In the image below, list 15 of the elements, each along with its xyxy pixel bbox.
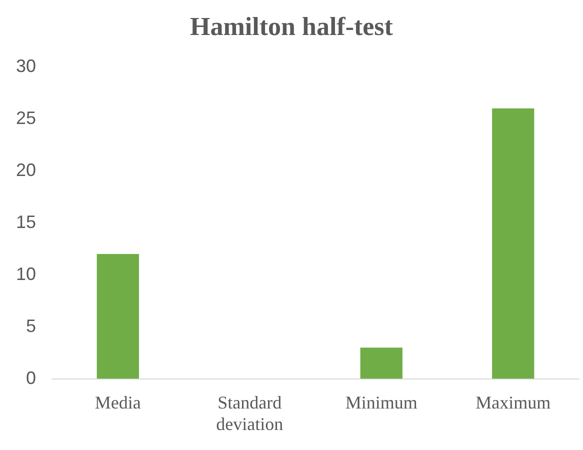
x-tick-label: Minimum <box>345 392 418 412</box>
x-tick-label: Standard deviation <box>216 392 284 434</box>
y-tick-label: 10 <box>16 264 36 284</box>
bar <box>360 348 402 379</box>
y-tick-label: 30 <box>16 56 36 76</box>
chart-title: Hamilton half-test <box>189 12 394 42</box>
bar <box>96 254 139 379</box>
x-tick-label: Media <box>94 392 141 412</box>
y-tick-label: 20 <box>16 160 36 180</box>
x-tick-label: Maximum <box>476 392 551 412</box>
y-tick-label: 15 <box>16 212 36 232</box>
bar <box>492 108 534 379</box>
y-tick-label: 0 <box>26 368 36 388</box>
y-tick-label: 5 <box>26 316 36 336</box>
y-tick-label: 25 <box>16 108 36 128</box>
